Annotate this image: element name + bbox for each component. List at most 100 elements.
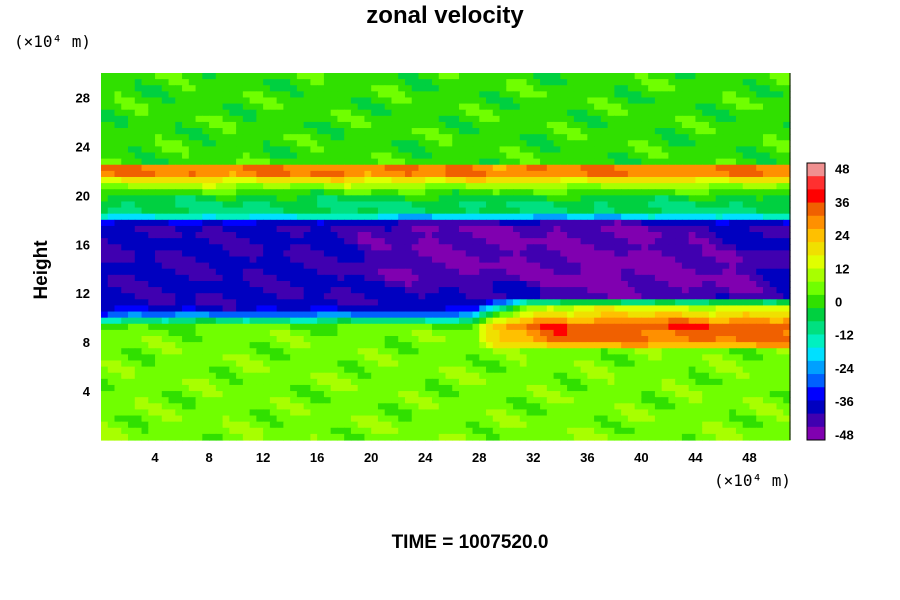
heatmap-cell bbox=[735, 73, 744, 80]
heatmap-cell bbox=[472, 201, 480, 209]
heatmap-cell bbox=[621, 79, 629, 86]
heatmap-cell bbox=[215, 158, 224, 166]
heatmap-cell bbox=[330, 250, 339, 258]
heatmap-cell bbox=[175, 207, 183, 215]
heatmap-cell bbox=[155, 164, 163, 172]
heatmap-cell bbox=[459, 85, 467, 92]
heatmap-cell bbox=[263, 336, 271, 343]
heatmap-cell bbox=[195, 140, 203, 147]
heatmap-cell bbox=[364, 342, 372, 349]
heatmap-cell bbox=[202, 109, 210, 117]
heatmap-cell bbox=[695, 256, 703, 264]
heatmap-cell bbox=[310, 134, 318, 141]
heatmap-cell bbox=[290, 152, 298, 160]
heatmap-cell bbox=[418, 189, 426, 196]
heatmap-cell bbox=[641, 195, 649, 203]
heatmap-cell bbox=[209, 287, 217, 294]
heatmap-cell bbox=[384, 146, 393, 154]
heatmap-cell bbox=[776, 121, 784, 129]
heatmap-cell bbox=[722, 152, 730, 160]
heatmap-cell bbox=[573, 103, 582, 111]
heatmap-cell bbox=[681, 323, 690, 331]
heatmap-cell bbox=[371, 121, 379, 129]
heatmap-cell bbox=[702, 329, 710, 337]
heatmap-cell bbox=[594, 305, 602, 313]
heatmap-cell bbox=[175, 348, 183, 355]
heatmap-cell bbox=[114, 336, 122, 343]
heatmap-cell bbox=[175, 299, 183, 307]
heatmap-cell bbox=[472, 146, 480, 154]
heatmap-cell bbox=[350, 97, 359, 105]
heatmap-cell bbox=[695, 274, 703, 282]
heatmap-cell bbox=[735, 85, 744, 92]
heatmap-cell bbox=[357, 360, 366, 368]
heatmap-cell bbox=[567, 219, 575, 227]
heatmap-cell bbox=[371, 176, 379, 184]
heatmap-cell bbox=[188, 256, 197, 264]
heatmap-cell bbox=[688, 152, 697, 160]
heatmap-cell bbox=[209, 195, 217, 203]
heatmap-cell bbox=[404, 360, 413, 368]
heatmap-cell bbox=[675, 299, 683, 307]
heatmap-cell bbox=[209, 146, 217, 154]
heatmap-cell bbox=[364, 244, 372, 251]
heatmap-cell bbox=[317, 140, 325, 147]
heatmap-cell bbox=[492, 109, 501, 117]
heatmap-cell bbox=[310, 164, 318, 172]
heatmap-cell bbox=[533, 128, 541, 135]
heatmap-cell bbox=[661, 268, 670, 276]
heatmap-cell bbox=[607, 299, 615, 307]
heatmap-cell bbox=[242, 91, 251, 99]
heatmap-cell bbox=[580, 109, 588, 117]
heatmap-cell bbox=[249, 170, 257, 178]
heatmap-cell bbox=[600, 79, 609, 86]
heatmap-cell bbox=[317, 299, 325, 307]
heatmap-cell bbox=[540, 128, 548, 135]
heatmap-cell bbox=[729, 201, 737, 209]
heatmap-cell bbox=[540, 183, 548, 190]
heatmap-cell bbox=[411, 317, 420, 325]
heatmap-cell bbox=[398, 176, 406, 184]
heatmap-cell bbox=[594, 103, 602, 111]
heatmap-cell bbox=[148, 170, 156, 178]
heatmap-cell bbox=[296, 287, 305, 294]
heatmap-cell bbox=[756, 158, 764, 166]
heatmap-cell bbox=[540, 305, 548, 313]
heatmap-cell bbox=[567, 366, 575, 374]
heatmap-cell bbox=[107, 97, 116, 105]
heatmap-cell bbox=[783, 244, 791, 251]
heatmap-cell bbox=[783, 336, 791, 343]
heatmap-cell bbox=[101, 128, 109, 135]
heatmap-cell bbox=[580, 250, 588, 258]
heatmap-cell bbox=[269, 262, 278, 270]
heatmap-cell bbox=[742, 342, 751, 349]
heatmap-cell bbox=[195, 219, 203, 227]
heatmap-cell bbox=[675, 360, 683, 368]
heatmap-cell bbox=[600, 317, 609, 325]
heatmap-cell bbox=[499, 158, 507, 166]
heatmap-cell bbox=[182, 274, 190, 282]
heatmap-cell bbox=[121, 128, 129, 135]
heatmap-cell bbox=[344, 128, 352, 135]
heatmap-cell bbox=[229, 91, 237, 99]
heatmap-cell bbox=[242, 176, 251, 184]
heatmap-cell bbox=[317, 354, 325, 362]
heatmap-cell bbox=[107, 256, 116, 264]
heatmap-cell bbox=[161, 213, 170, 221]
heatmap-cell bbox=[121, 293, 129, 300]
heatmap-cell bbox=[168, 207, 176, 215]
heatmap-cell bbox=[607, 189, 615, 196]
heatmap-cell bbox=[425, 79, 433, 86]
heatmap-cell bbox=[702, 293, 710, 300]
heatmap-cell bbox=[445, 189, 453, 196]
heatmap-cell bbox=[648, 195, 656, 203]
heatmap-cell bbox=[735, 360, 744, 368]
heatmap-cell bbox=[567, 134, 575, 141]
heatmap-cell bbox=[486, 79, 494, 86]
heatmap-cell bbox=[486, 183, 494, 190]
heatmap-cell bbox=[702, 323, 710, 331]
heatmap-cell bbox=[479, 97, 487, 105]
heatmap-cell bbox=[209, 238, 217, 245]
heatmap-cell bbox=[323, 317, 332, 325]
heatmap-cell bbox=[621, 354, 629, 362]
